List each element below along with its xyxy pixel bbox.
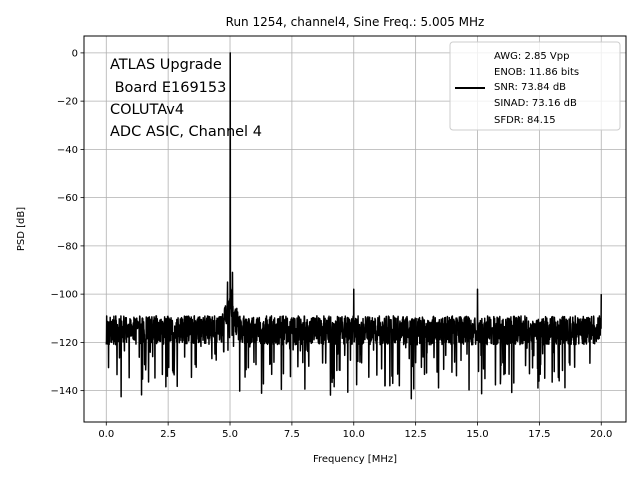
y-tick-label: −140 xyxy=(51,386,78,397)
legend-awg: AWG: 2.85 Vpp xyxy=(494,51,569,62)
x-tick-label: 7.5 xyxy=(284,429,300,440)
x-tick-label: 20.0 xyxy=(590,429,612,440)
psd-line xyxy=(105,52,602,400)
x-tick-label: 10.0 xyxy=(343,429,365,440)
annotation-line-2: Board E169153 xyxy=(110,80,226,96)
chart-title: Run 1254, channel4, Sine Freq.: 5.005 MH… xyxy=(226,15,485,29)
y-tick-label: −100 xyxy=(51,290,78,301)
ticks: 0.0 2.5 5.0 7.5 10.0 12.5 15.0 17.5 20.0 0 −20 −40 −… xyxy=(51,48,613,440)
x-tick-label: 12.5 xyxy=(405,429,427,440)
annotation-line-4: ADC ASIC, Channel 4 xyxy=(110,124,262,140)
series-layer xyxy=(105,52,602,400)
annotation-line-3: COLUTAv4 xyxy=(110,102,184,118)
legend-sfdr: SFDR: 84.15 xyxy=(494,115,556,126)
legend-enob: ENOB: 11.86 bits xyxy=(494,67,579,78)
x-tick-label: 2.5 xyxy=(160,429,176,440)
board-annotation: ATLAS Upgrade Board E169153 COLUTAv4 ADC… xyxy=(110,57,262,140)
y-tick-label: 0 xyxy=(72,48,78,59)
y-tick-label: −20 xyxy=(57,97,78,108)
legend-snr: SNR: 73.84 dB xyxy=(494,82,566,93)
legend-sinad: SINAD: 73.16 dB xyxy=(494,98,577,109)
y-tick-label: −40 xyxy=(57,145,78,156)
x-tick-label: 0.0 xyxy=(98,429,114,440)
y-tick-label: −60 xyxy=(57,193,78,204)
x-tick-label: 5.0 xyxy=(222,429,238,440)
x-tick-label: 15.0 xyxy=(466,429,488,440)
axes-frame xyxy=(83,35,627,423)
y-axis-label: PSD [dB] xyxy=(16,207,27,251)
x-tick-label: 17.5 xyxy=(528,429,550,440)
legend: AWG: 2.85 Vpp ENOB: 11.86 bits SNR: 73.8… xyxy=(449,41,621,131)
y-tick-label: −80 xyxy=(57,241,78,252)
y-tick-label: −120 xyxy=(51,338,78,349)
annotation-line-1: ATLAS Upgrade xyxy=(110,57,222,73)
x-axis-label: Frequency [MHz] xyxy=(313,454,397,465)
legend-box xyxy=(449,41,621,131)
